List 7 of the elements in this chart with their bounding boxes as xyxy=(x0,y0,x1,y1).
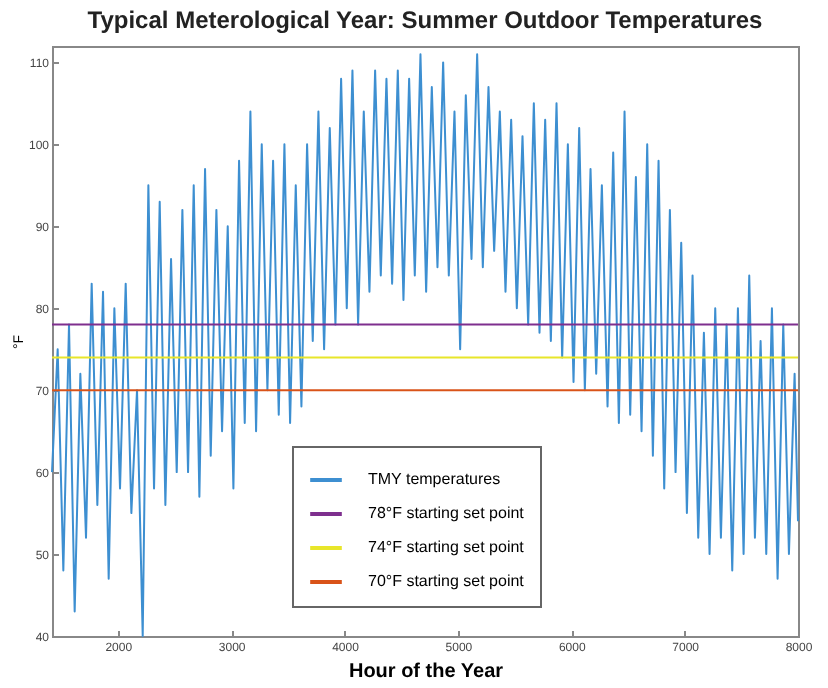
legend-label: 74°F starting set point xyxy=(368,538,526,556)
legend-label: TMY temperatures xyxy=(368,470,501,488)
line-series xyxy=(51,53,799,637)
x-axis-title: Hour of the Year xyxy=(348,661,504,683)
legend-label: 70°F starting set point xyxy=(368,572,526,590)
chart-title: Typical Meterological Year: Summer Outdoor Temperatures xyxy=(87,6,764,34)
legend-label: 78°F starting set point xyxy=(368,504,526,522)
